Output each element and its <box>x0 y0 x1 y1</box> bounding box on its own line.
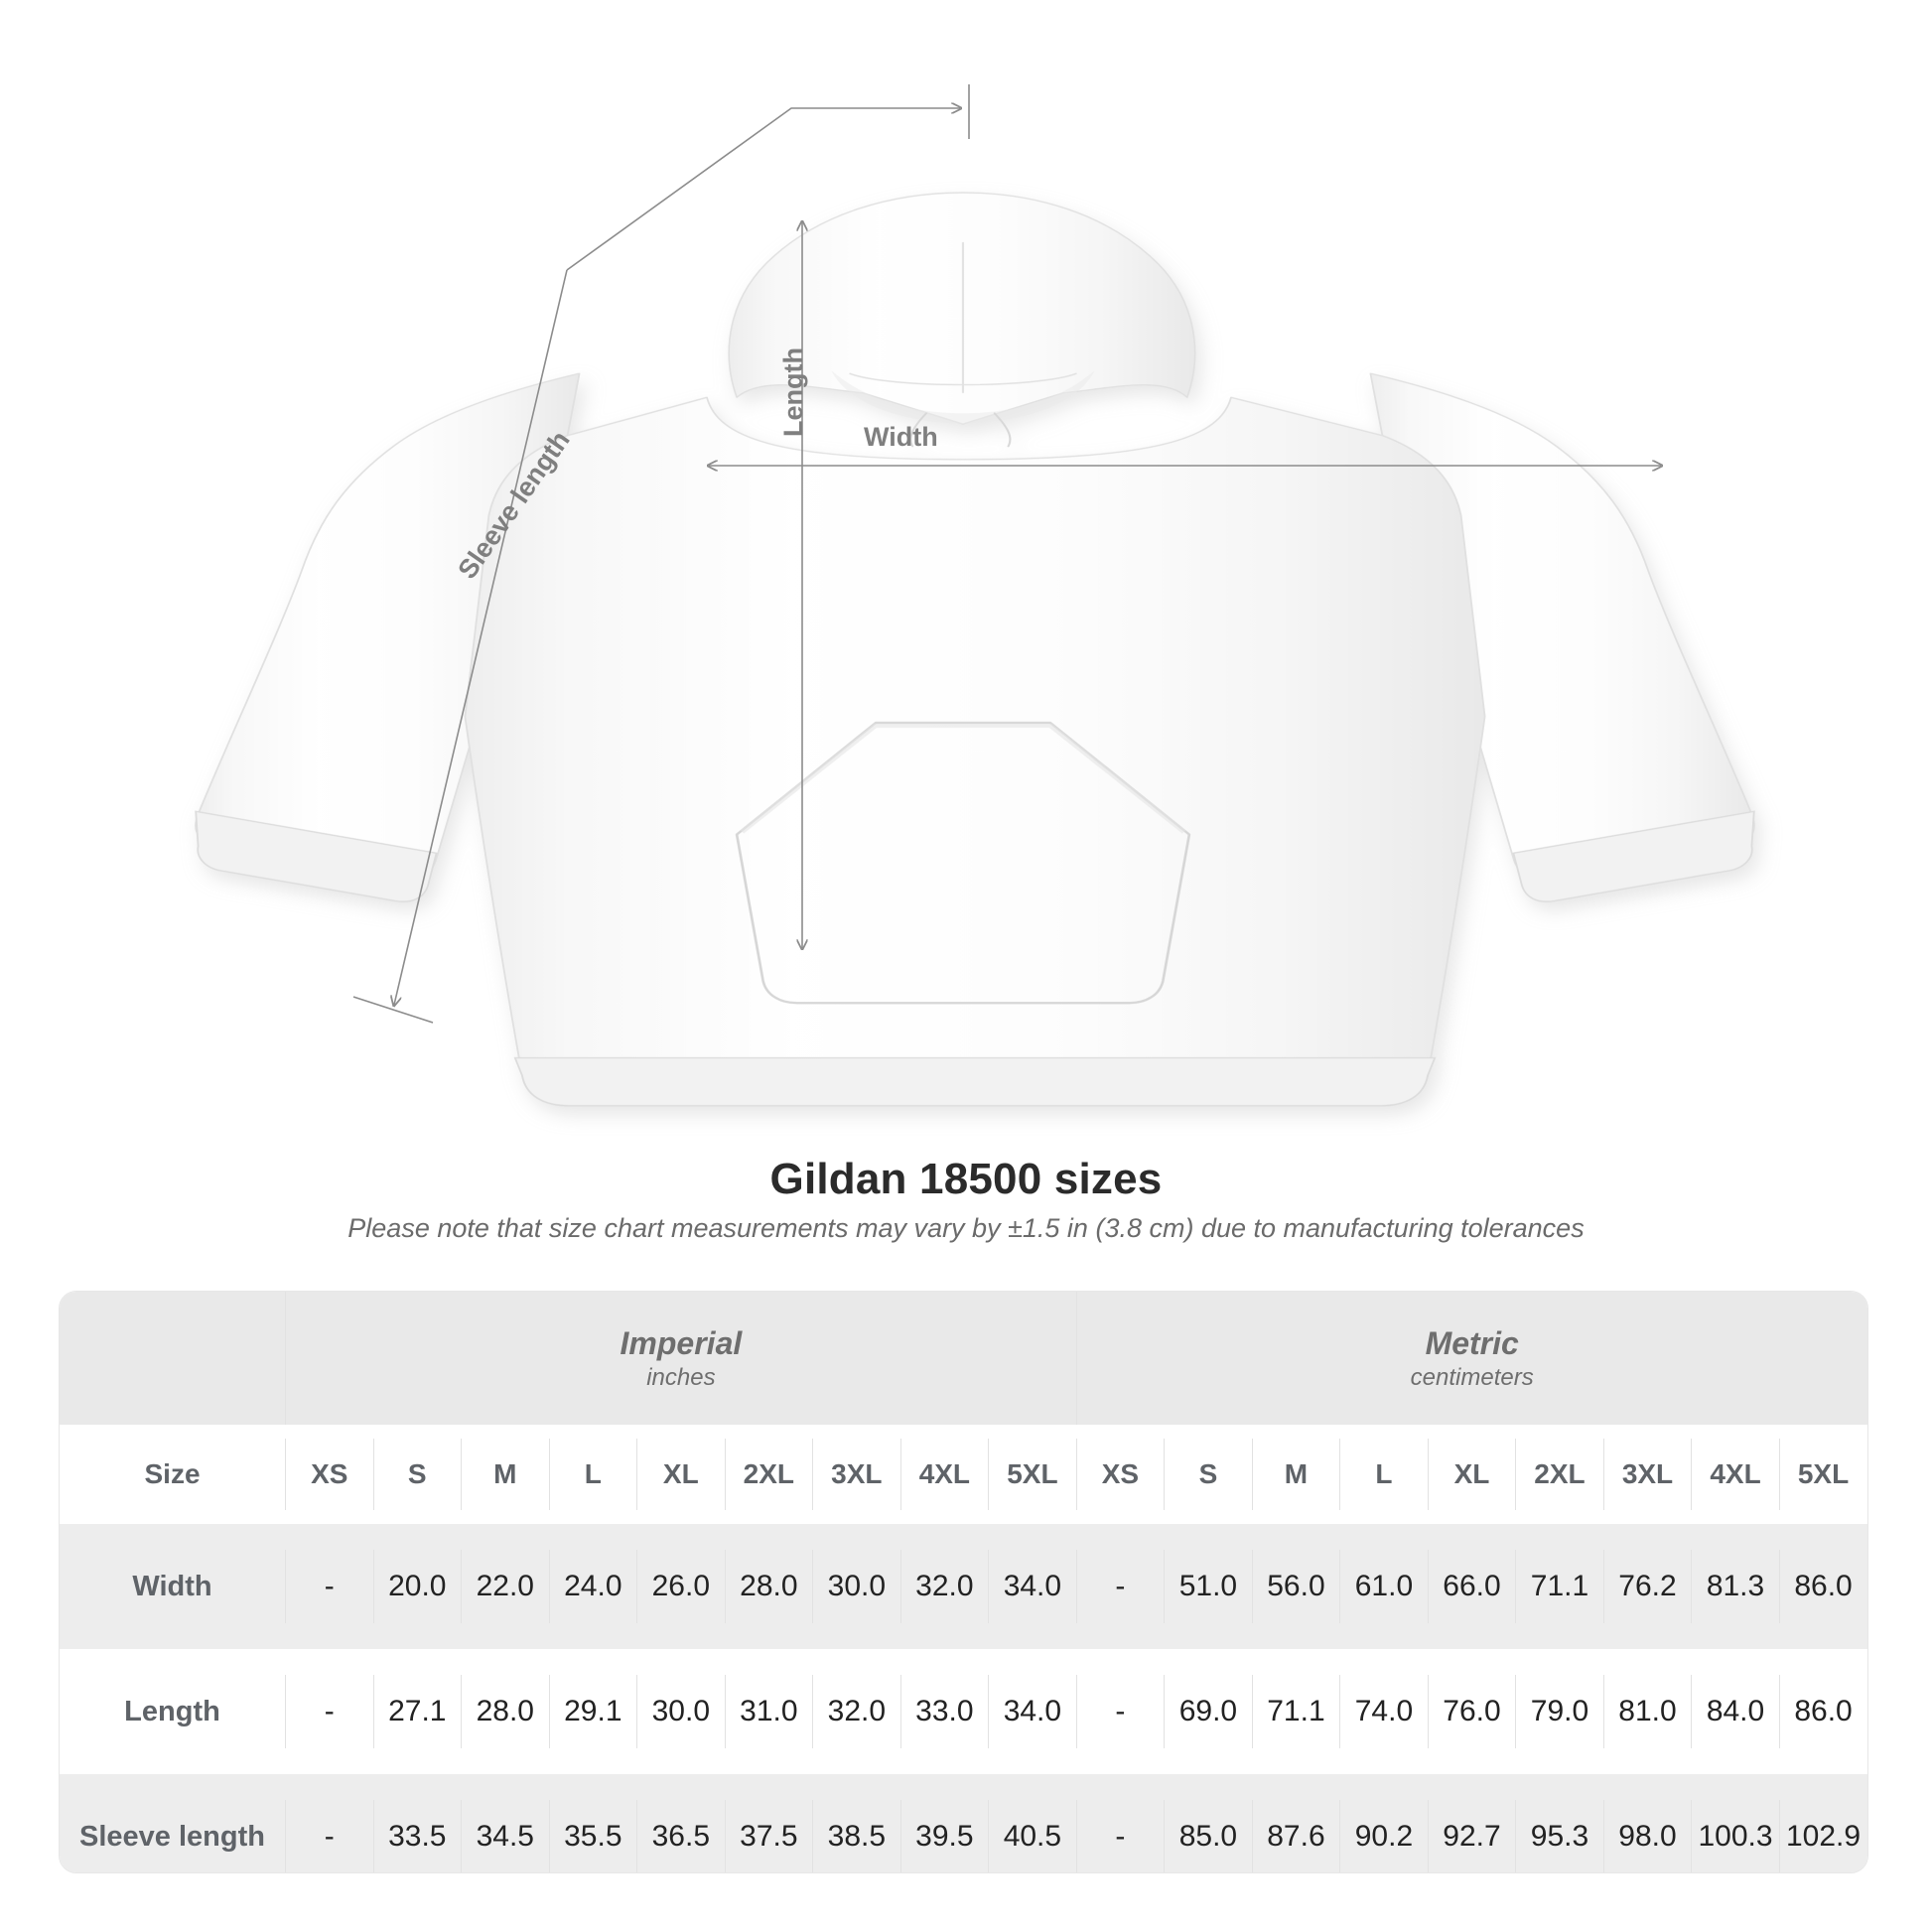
svg-text:Length: Length <box>778 347 808 437</box>
svg-text:Width: Width <box>864 422 938 452</box>
